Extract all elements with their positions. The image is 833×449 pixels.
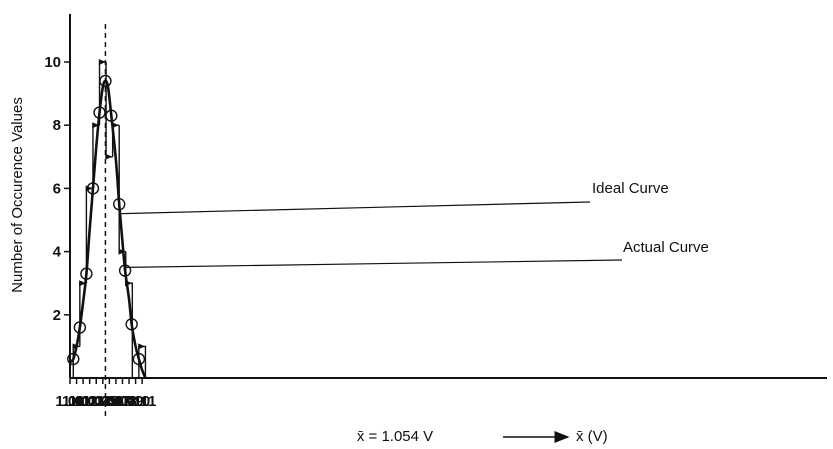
annotation-leader: [119, 201, 591, 215]
x-axis-label: x̄ (V): [576, 428, 608, 445]
ideal-curve-marker: [132, 352, 146, 366]
x-tick-label: 1.08: [108, 393, 137, 410]
actual-curve-arrow: [118, 248, 126, 255]
y-tick-label: 8: [53, 117, 61, 134]
mean-label: x̄ = 1.054 V: [357, 428, 433, 445]
axes: [64, 14, 827, 384]
annotations: Ideal Curve Actual Curve: [119, 180, 709, 268]
x-tick-label: 1.01: [62, 393, 91, 410]
y-tick-label: 4: [53, 244, 62, 261]
ideal-curve-line: [69, 79, 147, 379]
x-tick-label: 1.07: [101, 393, 130, 410]
y-tick-label: 6: [53, 180, 61, 197]
annotation-label: Actual Curve: [623, 239, 709, 256]
x-tick-label: 1.05: [88, 393, 117, 410]
x-tick-label: 1.10: [121, 393, 150, 410]
x-tick-label: 1.03: [75, 393, 104, 410]
actual-curve-arrow: [98, 59, 106, 65]
ideal-curve-marker: [99, 74, 112, 88]
ideal-curve-marker: [67, 352, 80, 366]
ideal-curve-series: [69, 79, 147, 379]
y-tick-labels: 2 4 6 8 10: [44, 54, 61, 324]
annotation-leader: [124, 259, 623, 268]
actual-curve-arrow: [79, 280, 87, 287]
x-tick-label: 1.11: [128, 393, 156, 410]
x-tick-label: 1.02: [69, 393, 98, 410]
y-axis-label: Number of Occurence Values: [9, 97, 26, 293]
x-tick-label: 1.00: [55, 393, 84, 410]
ideal-curve-marker: [73, 321, 87, 334]
ideal-curve-markers: [67, 74, 146, 366]
ideal-curve-marker: [118, 264, 132, 277]
ideal-curve-marker: [93, 106, 106, 119]
actual-curve-series: [72, 59, 147, 378]
annotation-label: Ideal Curve: [592, 180, 669, 197]
ideal-curve-marker: [80, 267, 93, 280]
ideal-curve-marker: [86, 182, 100, 195]
actual-curve-arrow: [138, 343, 146, 350]
ideal-curve-marker: [112, 197, 126, 211]
ideal-curve-marker: [125, 318, 138, 331]
y-tick-label: 2: [53, 307, 61, 324]
actual-curve-arrow: [92, 122, 100, 129]
actual-curve-arrow: [105, 153, 113, 160]
x-tick-label: 1.09: [114, 393, 143, 410]
x-tick-labels: 1.001.011.021.031.041.051.061.071.081.09…: [55, 393, 156, 410]
x-tick-label: 1.06: [95, 393, 124, 410]
y-tick-label: 10: [44, 54, 61, 71]
x-tick-label: 1.04: [82, 393, 112, 410]
